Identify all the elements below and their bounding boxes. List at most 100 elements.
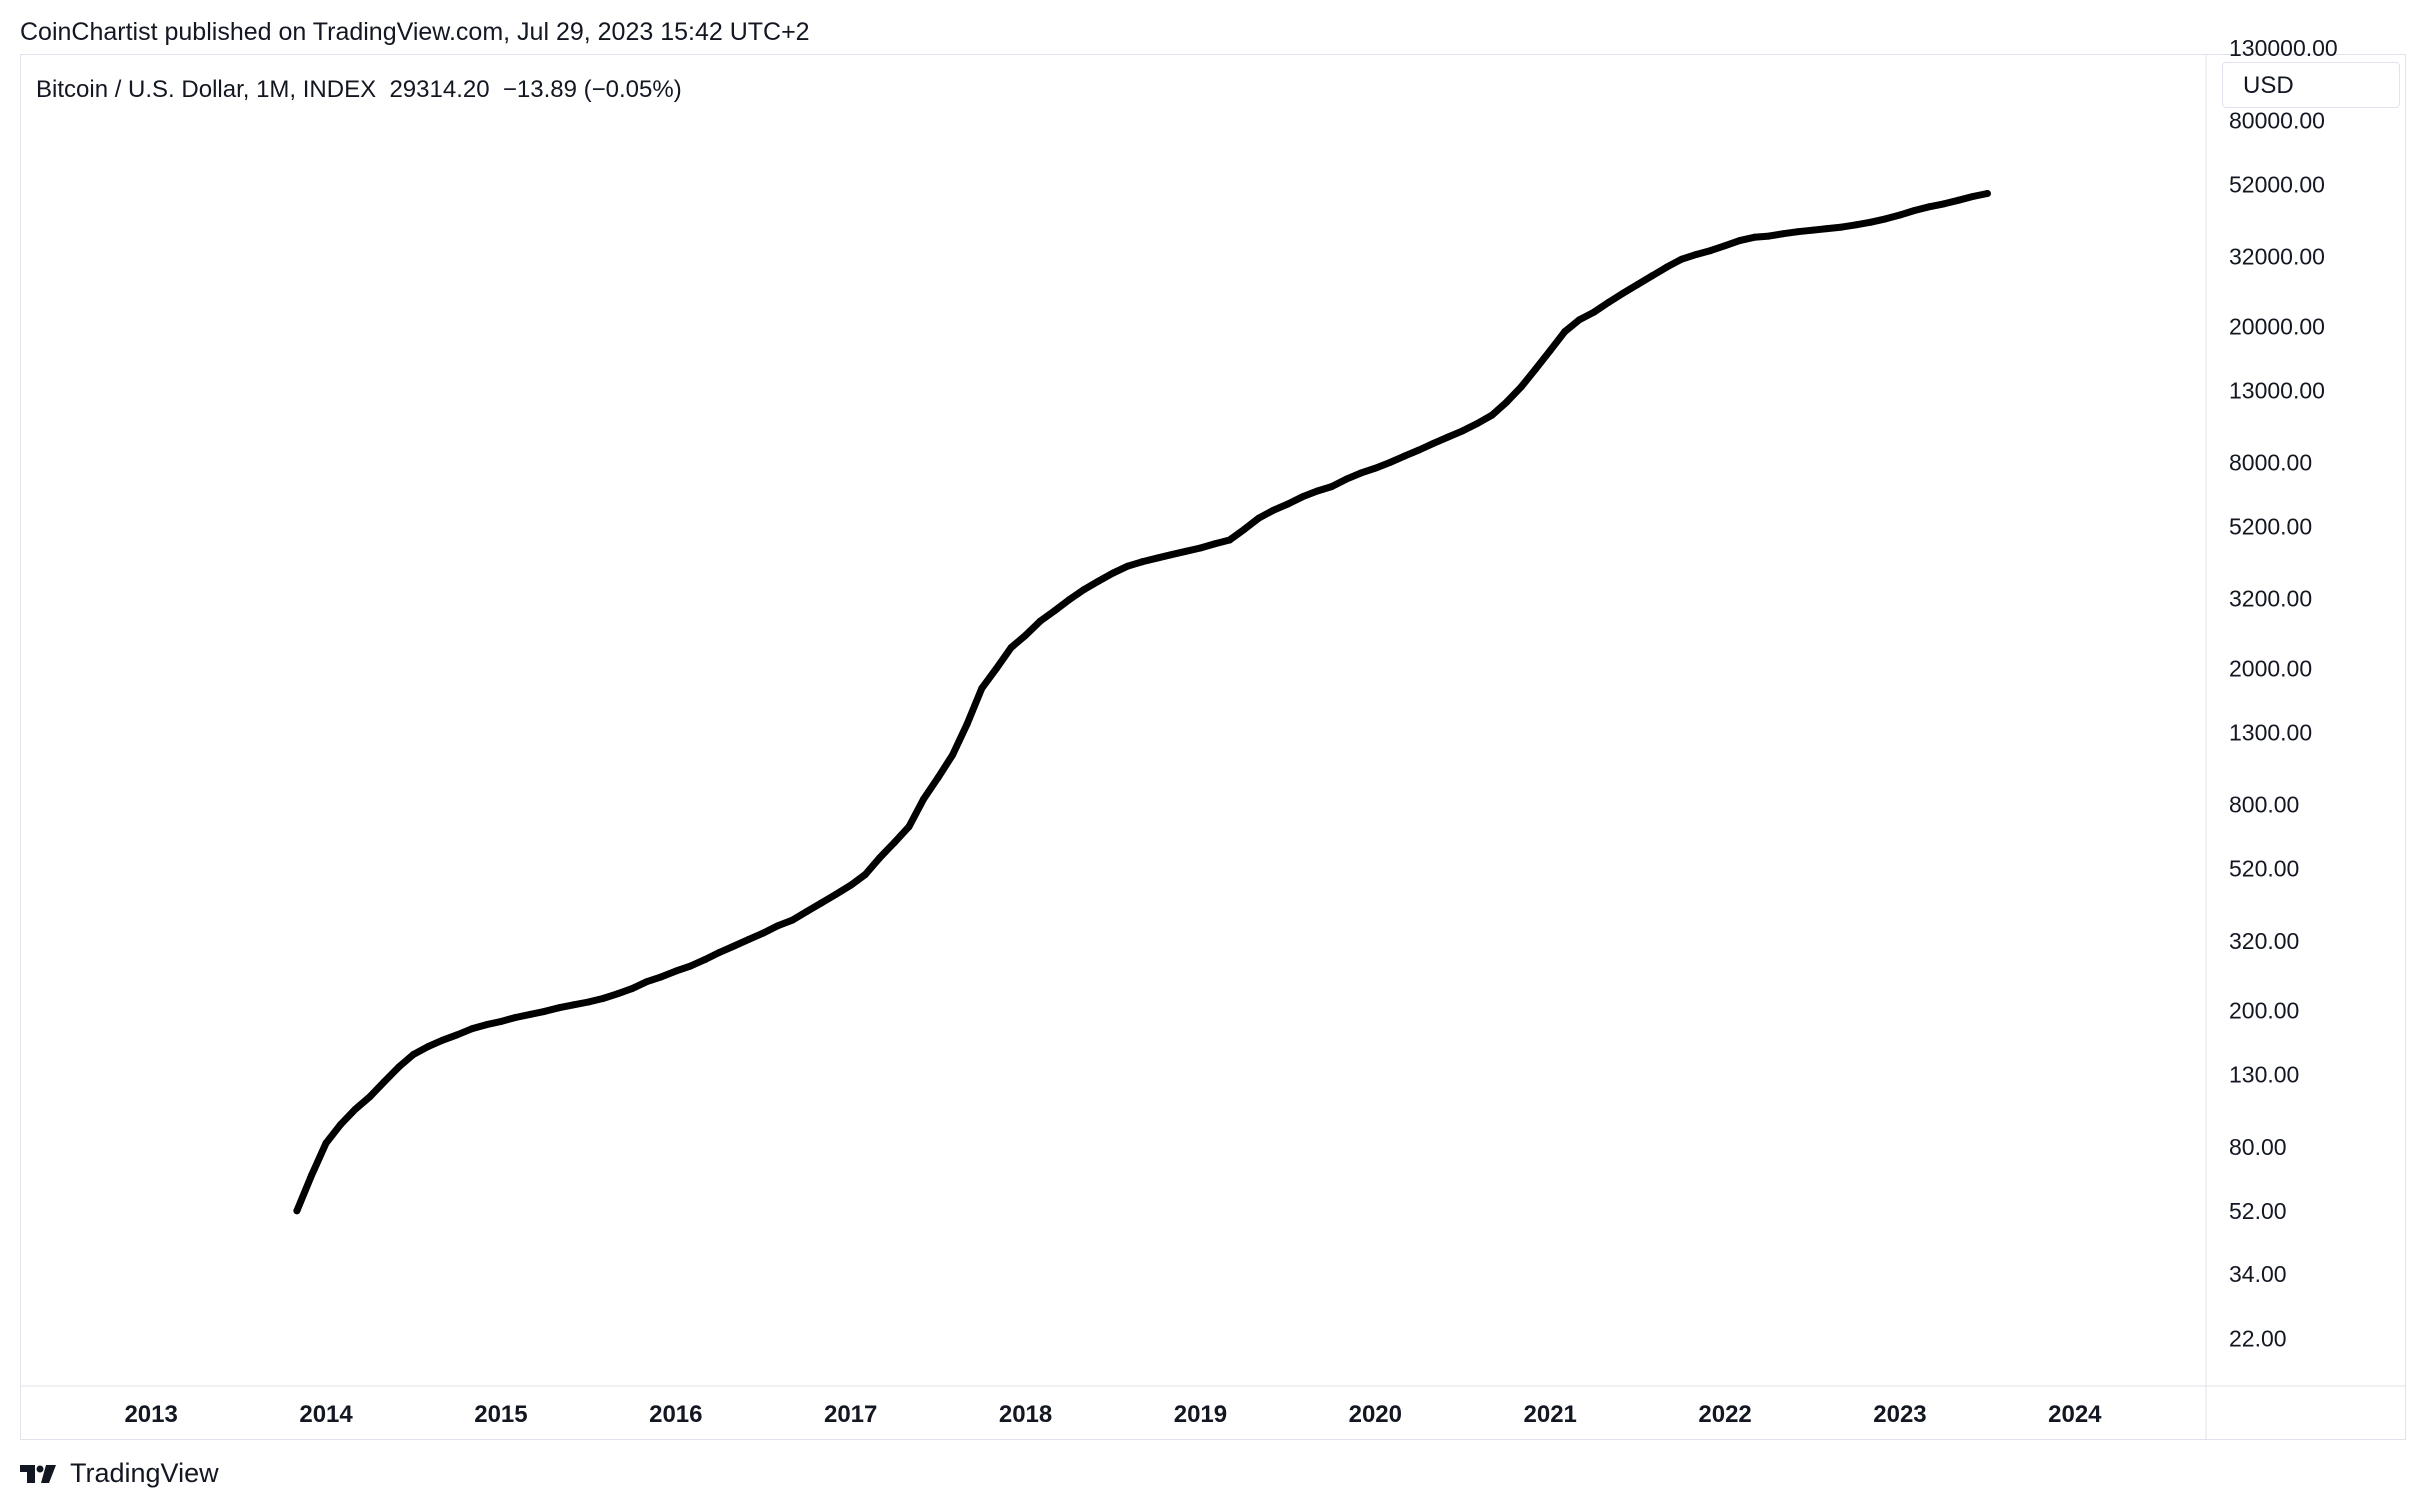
last-price: 29314.20 — [389, 76, 490, 103]
data-point-2015-08 — [599, 995, 607, 1002]
data-point-2018-12 — [1182, 547, 1190, 555]
y-tick-label-12: 520.00 — [2229, 856, 2299, 882]
data-point-2020-02 — [1386, 459, 1394, 466]
y-tick-label-4: 20000.00 — [2229, 313, 2325, 339]
data-point-2014-05 — [380, 1078, 388, 1086]
x-tick-label-2024: 2024 — [2048, 1401, 2102, 1428]
data-point-2023-06 — [1969, 193, 1977, 200]
y-tick-label-9: 2000.00 — [2229, 655, 2312, 681]
x-tick-label-2018: 2018 — [999, 1401, 1052, 1428]
data-point-2019-10 — [1328, 483, 1336, 491]
data-point-2022-08 — [1823, 225, 1831, 233]
data-point-2021-12 — [1707, 247, 1714, 255]
data-point-2016-03 — [701, 956, 709, 964]
data-point-2015-06 — [570, 1001, 578, 1009]
data-point-2014-11 — [468, 1025, 476, 1033]
data-point-2022-12 — [1881, 215, 1889, 223]
data-point-2014-03 — [351, 1105, 359, 1113]
data-point-2021-08 — [1648, 272, 1656, 280]
data-point-2020-06 — [1444, 433, 1452, 441]
data-point-2019-12 — [1357, 469, 1365, 477]
data-point-2022-02 — [1736, 237, 1744, 245]
data-point-2015-02 — [512, 1014, 519, 1021]
data-point-2016-07 — [759, 929, 767, 937]
data-point-2021-02 — [1561, 328, 1569, 336]
data-point-2021-11 — [1692, 251, 1700, 259]
data-point-2017-06 — [920, 795, 927, 803]
data-point-2022-03 — [1750, 233, 1758, 241]
footer-brand-label: TradingView — [70, 1458, 219, 1488]
time-axis[interactable]: 2013 2014 2015 2016 2017 2018 2019 2020 2021 2022… — [124, 1401, 2102, 1428]
y-tick-label-14: 200.00 — [2229, 998, 2299, 1024]
y-tick-label-18: 34.00 — [2229, 1261, 2287, 1287]
data-point-2022-04 — [1765, 232, 1773, 240]
data-point-2018-05 — [1080, 586, 1088, 594]
data-point-2017-12 — [1007, 644, 1015, 652]
data-point-2020-09 — [1488, 411, 1496, 419]
data-point-2016-10 — [803, 907, 811, 915]
data-point-2020-01 — [1371, 464, 1379, 472]
data-point-2019-11 — [1342, 475, 1350, 483]
x-tick-label-2020: 2020 — [1349, 1401, 1402, 1428]
data-point-2016-04 — [716, 948, 723, 956]
currency-button[interactable]: USD — [2222, 62, 2400, 108]
data-point-2018-10 — [1153, 554, 1161, 562]
x-tick-label-2022: 2022 — [1698, 1401, 1751, 1428]
y-tick-label-19: 22.00 — [2229, 1326, 2287, 1352]
data-point-2019-01 — [1196, 544, 1204, 552]
data-point-2015-04 — [541, 1007, 549, 1015]
data-point-2022-10 — [1852, 221, 1860, 229]
y-tick-label-15: 130.00 — [2229, 1062, 2299, 1088]
price-axis[interactable]: 130000.00 80000.00 52000.00 32000.00 20000.0… — [2229, 35, 2338, 1352]
data-point-2021-10 — [1677, 255, 1685, 263]
x-tick-label-2021: 2021 — [1524, 1401, 1577, 1428]
data-point-2022-09 — [1838, 223, 1846, 231]
data-point-2023-05 — [1954, 196, 1962, 204]
data-point-2018-02 — [1036, 617, 1044, 625]
data-point-2017-05 — [905, 823, 913, 831]
data-point-2016-02 — [686, 962, 694, 970]
data-point-2021-07 — [1634, 281, 1642, 288]
data-point-2017-07 — [934, 774, 942, 782]
data-point-2023-01 — [1896, 211, 1904, 219]
x-tick-label-2023: 2023 — [1873, 1401, 1926, 1428]
y-tick-label-2: 52000.00 — [2229, 171, 2325, 197]
data-point-2022-07 — [1809, 226, 1816, 234]
data-point-2016-08 — [774, 922, 782, 930]
data-point-2014-09 — [439, 1036, 447, 1044]
y-tick-label-13: 320.00 — [2229, 928, 2299, 954]
data-point-2022-05 — [1779, 230, 1787, 238]
data-point-2022-06 — [1794, 228, 1802, 236]
data-point-2015-05 — [555, 1004, 563, 1012]
data-point-2021-05 — [1605, 298, 1612, 306]
data-point-2014-07 — [410, 1050, 417, 1058]
data-point-2020-08 — [1473, 420, 1481, 427]
data-point-2016-01 — [672, 967, 680, 975]
data-point-2015-07 — [584, 998, 592, 1006]
published-caption: CoinChartist published on TradingView.co… — [20, 18, 810, 46]
data-point-2023-04 — [1940, 200, 1948, 208]
data-point-2017-01 — [847, 881, 855, 889]
data-point-2016-05 — [730, 942, 738, 950]
y-tick-label-8: 3200.00 — [2229, 586, 2312, 612]
data-point-2023-03 — [1925, 203, 1933, 211]
x-tick-label-2017: 2017 — [824, 1401, 877, 1428]
y-tick-label-7: 5200.00 — [2229, 514, 2312, 540]
data-point-2023-07 — [1983, 190, 1991, 197]
data-point-2020-10 — [1503, 398, 1510, 406]
data-point-2019-07 — [1284, 500, 1292, 508]
data-point-2014-02 — [337, 1121, 345, 1128]
chart-frame — [20, 54, 2406, 1440]
data-point-2019-09 — [1313, 487, 1321, 495]
x-tick-label-2014: 2014 — [299, 1401, 353, 1428]
data-point-2019-06 — [1269, 506, 1277, 514]
data-point-2014-06 — [395, 1063, 403, 1071]
footer-brand: TradingView — [20, 1458, 219, 1489]
data-point-2014-04 — [366, 1093, 374, 1101]
data-point-2019-05 — [1255, 514, 1263, 522]
data-point-2022-11 — [1867, 218, 1875, 226]
data-point-2013-11 — [293, 1207, 301, 1215]
x-tick-label-2015: 2015 — [474, 1401, 527, 1428]
data-point-2016-06 — [745, 935, 753, 943]
